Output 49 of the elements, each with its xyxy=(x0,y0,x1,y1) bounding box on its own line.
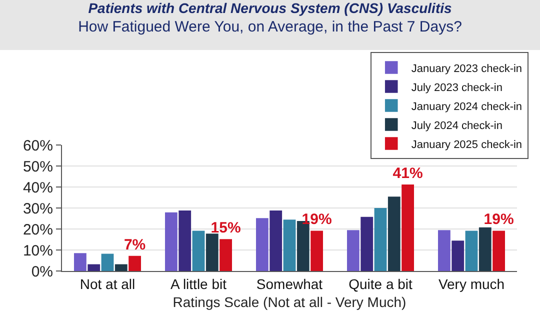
bar xyxy=(310,230,323,271)
bar xyxy=(178,210,192,271)
legend-label: January 2023 check-in xyxy=(411,62,522,75)
bar xyxy=(438,230,450,271)
y-tick-label: 60% xyxy=(22,137,53,154)
data-label: 19% xyxy=(302,211,332,228)
bar xyxy=(270,210,282,271)
bar xyxy=(388,196,400,271)
bar xyxy=(478,227,492,271)
bar xyxy=(206,234,218,271)
bar xyxy=(452,240,464,271)
legend-label: January 2024 check-in xyxy=(411,100,522,113)
chart-subtitle: How Fatigued Were You, on Average, in the Past 7 Days? xyxy=(78,18,462,36)
data-label: 7% xyxy=(124,236,146,254)
y-tick-label: 40% xyxy=(22,179,53,196)
bar xyxy=(492,230,505,271)
y-tick-label: 30% xyxy=(22,200,53,218)
y-tick-label: 10% xyxy=(22,242,53,260)
legend-label: July 2023 check-in xyxy=(411,82,502,94)
x-tick-label: Not at all xyxy=(80,276,136,292)
bar xyxy=(192,230,205,271)
legend-label: January 2025 check-in xyxy=(411,138,522,151)
x-tick-label: Very much xyxy=(438,276,505,292)
bar xyxy=(374,208,387,271)
bar xyxy=(347,230,360,271)
x-axis-title: Ratings Scale (Not at all - Very Much) xyxy=(172,294,406,310)
chart-title: Patients with Central Nervous System (CNS) Vasculitis xyxy=(88,0,452,16)
y-tick-label: 50% xyxy=(22,158,53,176)
data-label: 19% xyxy=(484,211,514,228)
bar xyxy=(88,264,100,271)
y-tick-label: 20% xyxy=(22,221,53,238)
x-tick-label: Somewhat xyxy=(256,276,323,292)
data-label: 41% xyxy=(392,164,423,182)
x-tick-label: Quite a bit xyxy=(348,276,413,292)
data-label: 15% xyxy=(210,220,241,236)
bar xyxy=(74,253,86,271)
bar xyxy=(114,264,128,271)
y-tick-label: 0% xyxy=(31,263,53,280)
bar xyxy=(101,254,114,271)
x-tick-label: A little bit xyxy=(170,276,227,292)
bar xyxy=(283,220,296,271)
bar xyxy=(128,256,141,271)
bar xyxy=(465,230,478,271)
bar xyxy=(165,212,178,271)
bar xyxy=(220,239,232,271)
legend-label: July 2024 check-in xyxy=(411,120,502,132)
bar xyxy=(402,184,414,271)
bar xyxy=(360,216,374,271)
bar xyxy=(256,218,268,271)
